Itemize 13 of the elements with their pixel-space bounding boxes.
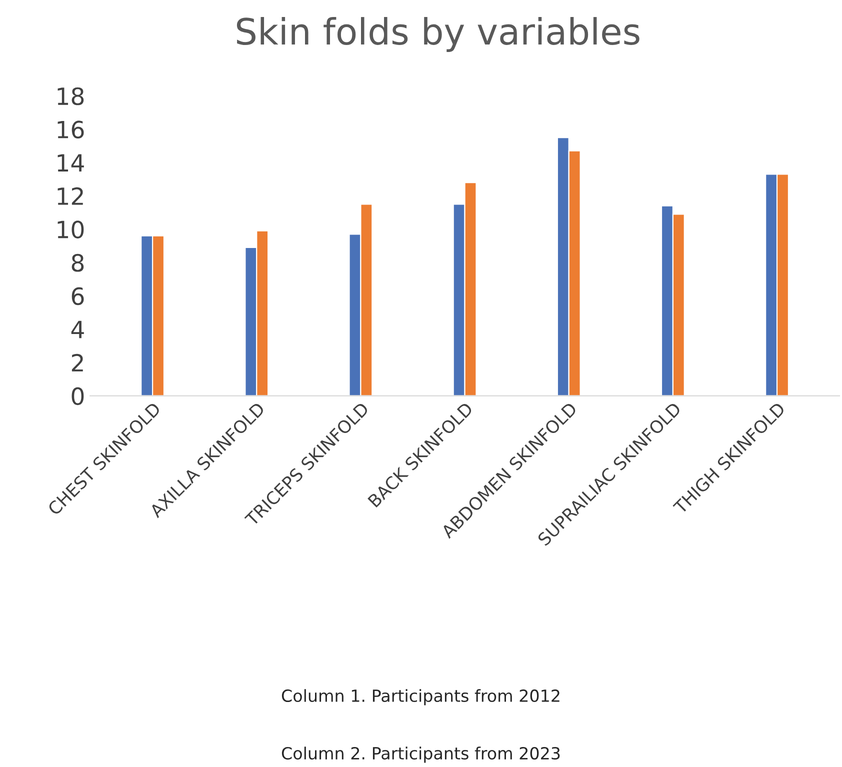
y-tick-label: 0 (72, 387, 84, 406)
y-tick-label: 18 (58, 87, 84, 106)
y-tick-label: 4 (71, 320, 84, 338)
y-tick-label: 12 (58, 187, 83, 205)
text: Column 2. Participants from 2023 (282, 746, 560, 763)
y-tick-label: 14 (58, 154, 84, 172)
text: Column 1. Participants from 2012 (282, 689, 560, 706)
y-tick-label: 10 (58, 220, 84, 238)
y-tick-label: 2 (72, 354, 83, 372)
y-tick-label: 6 (72, 287, 84, 306)
chart-title: Skin folds by variables (236, 17, 640, 52)
y-tick-label: 16 (58, 120, 84, 139)
y-tick-label: 8 (72, 254, 84, 272)
